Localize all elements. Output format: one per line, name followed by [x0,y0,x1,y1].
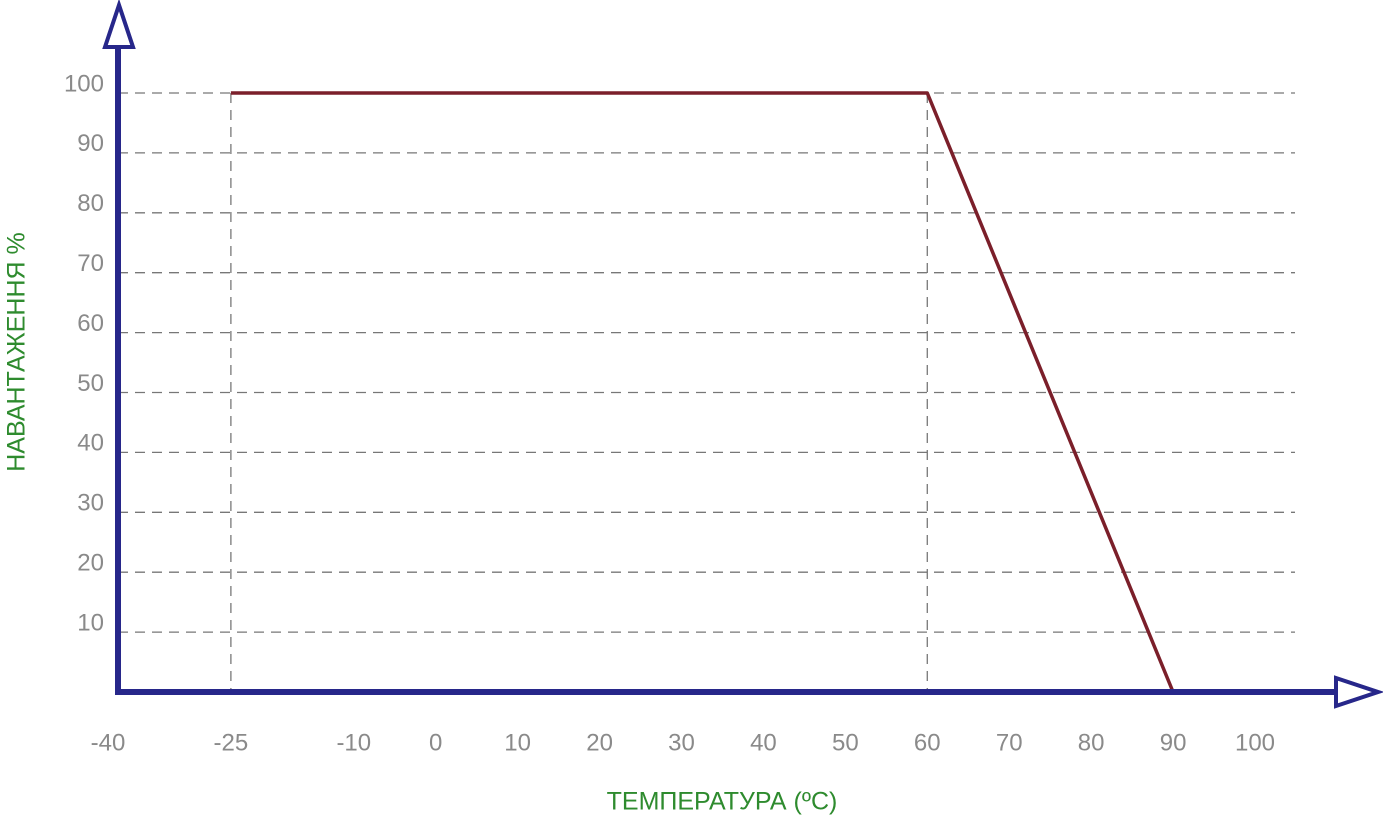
y-tick-label: 90 [77,130,104,157]
x-tick-label: 70 [996,729,1023,756]
y-tick-label: 20 [77,550,104,577]
data-line [230,91,1175,693]
x-tick-label: 100 [1235,729,1275,756]
x-tick-label: 10 [504,729,531,756]
x-tick-label: 40 [750,729,777,756]
x-tick-label: -40 [91,729,126,756]
y-axis-title: НАВАНТАЖЕННЯ % [3,232,31,472]
y-tick-label: 10 [77,609,104,636]
x-axis-title: ТЕМПЕРАТУРА (ºC) [607,788,838,816]
y-tick-label: 80 [77,190,104,217]
y-tick-label: 30 [77,490,104,517]
y-tick-label: 50 [77,370,104,397]
x-tick-label: 60 [914,729,941,756]
y-tick-label: 100 [64,70,104,97]
x-tick-label: -10 [336,729,371,756]
y-tick-label: 70 [77,250,104,277]
x-tick-label: 50 [832,729,859,756]
y-axis-arrow [102,0,136,49]
y-tick-label: 40 [77,430,104,457]
x-tick-label: 20 [586,729,613,756]
y-tick-label: 60 [77,310,104,337]
x-tick-label: 80 [1078,729,1105,756]
x-tick-label: 30 [668,729,695,756]
x-tick-label: 90 [1160,729,1187,756]
x-tick-label: -25 [214,729,249,756]
x-tick-label: 0 [429,729,442,756]
x-axis-arrow [1334,675,1383,709]
